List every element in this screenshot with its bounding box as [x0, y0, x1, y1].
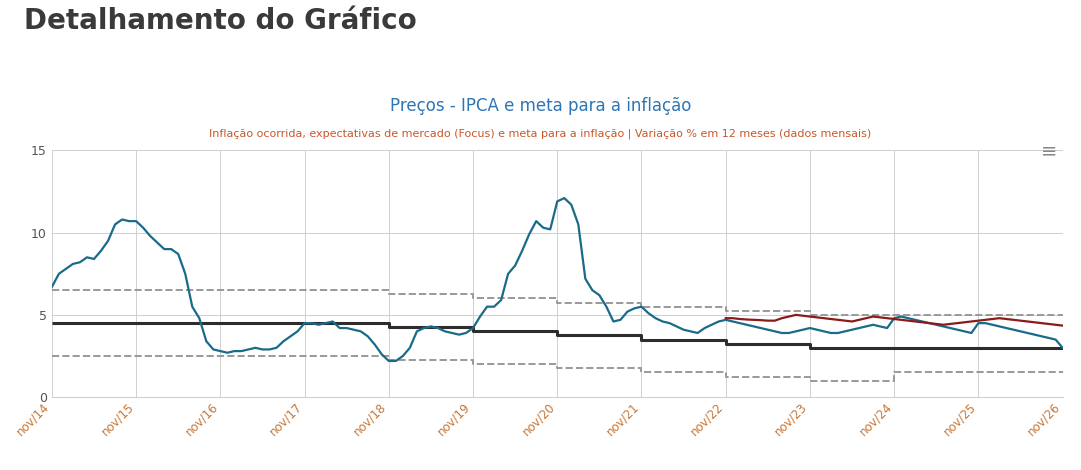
Text: ≡: ≡: [1041, 141, 1057, 160]
Text: Inflação ocorrida, expectativas de mercado (Focus) e meta para a inflação | Vari: Inflação ocorrida, expectativas de merca…: [210, 128, 871, 139]
Text: Preços - IPCA e meta para a inflação: Preços - IPCA e meta para a inflação: [390, 97, 691, 115]
Text: Detalhamento do Gráfico: Detalhamento do Gráfico: [24, 7, 416, 35]
